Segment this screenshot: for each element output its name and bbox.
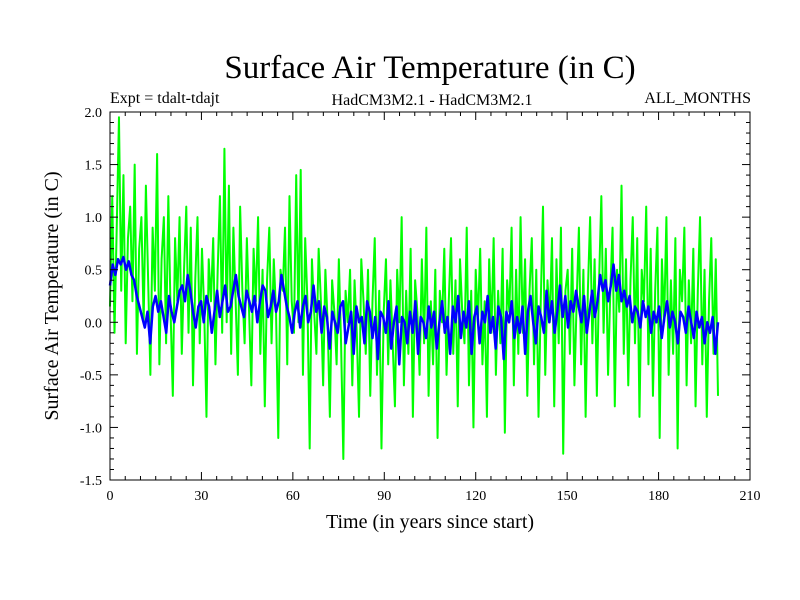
y-tick-label: 1.0 (85, 211, 103, 226)
y-tick-label: -1.5 (80, 474, 102, 489)
months-label: ALL_MONTHS (644, 90, 751, 107)
y-axis-label: Surface Air Temperature (in C) (41, 171, 63, 420)
x-tick-label: 150 (557, 489, 578, 504)
y-tick-label: 0.0 (85, 316, 103, 331)
y-tick-label: -0.5 (80, 369, 102, 384)
plot-frame (109, 111, 751, 481)
y-tick-label: 0.5 (85, 264, 103, 279)
x-tick-label: 180 (648, 489, 669, 504)
y-tick-label: 1.5 (85, 159, 103, 174)
experiment-label: Expt = tdalt-tdajt (110, 90, 220, 107)
x-tick-label: 0 (107, 489, 114, 504)
y-tick-label: 2.0 (85, 106, 103, 121)
series-line-monthly (109, 116, 719, 460)
axis-layer: -1.5 -1.0 -0.5 0.0 0.5 1.0 1.5 2.0 0 30 60 90 120 150… (80, 106, 761, 504)
y-tick-label: -1.0 (80, 421, 102, 436)
x-tick-label: 90 (377, 489, 391, 504)
x-tick-label: 120 (465, 489, 486, 504)
model-label: HadCM3M2.1 - HadCM3M2.1 (332, 92, 533, 109)
series-line-annual (108, 255, 720, 366)
series-layer (108, 116, 720, 460)
x-tick-label: 210 (740, 489, 761, 504)
chart-title: Surface Air Temperature (in C) (224, 50, 635, 86)
x-tick-label: 60 (286, 489, 300, 504)
x-axis-label: Time (in years since start) (326, 511, 534, 533)
x-tick-label: 30 (194, 489, 208, 504)
